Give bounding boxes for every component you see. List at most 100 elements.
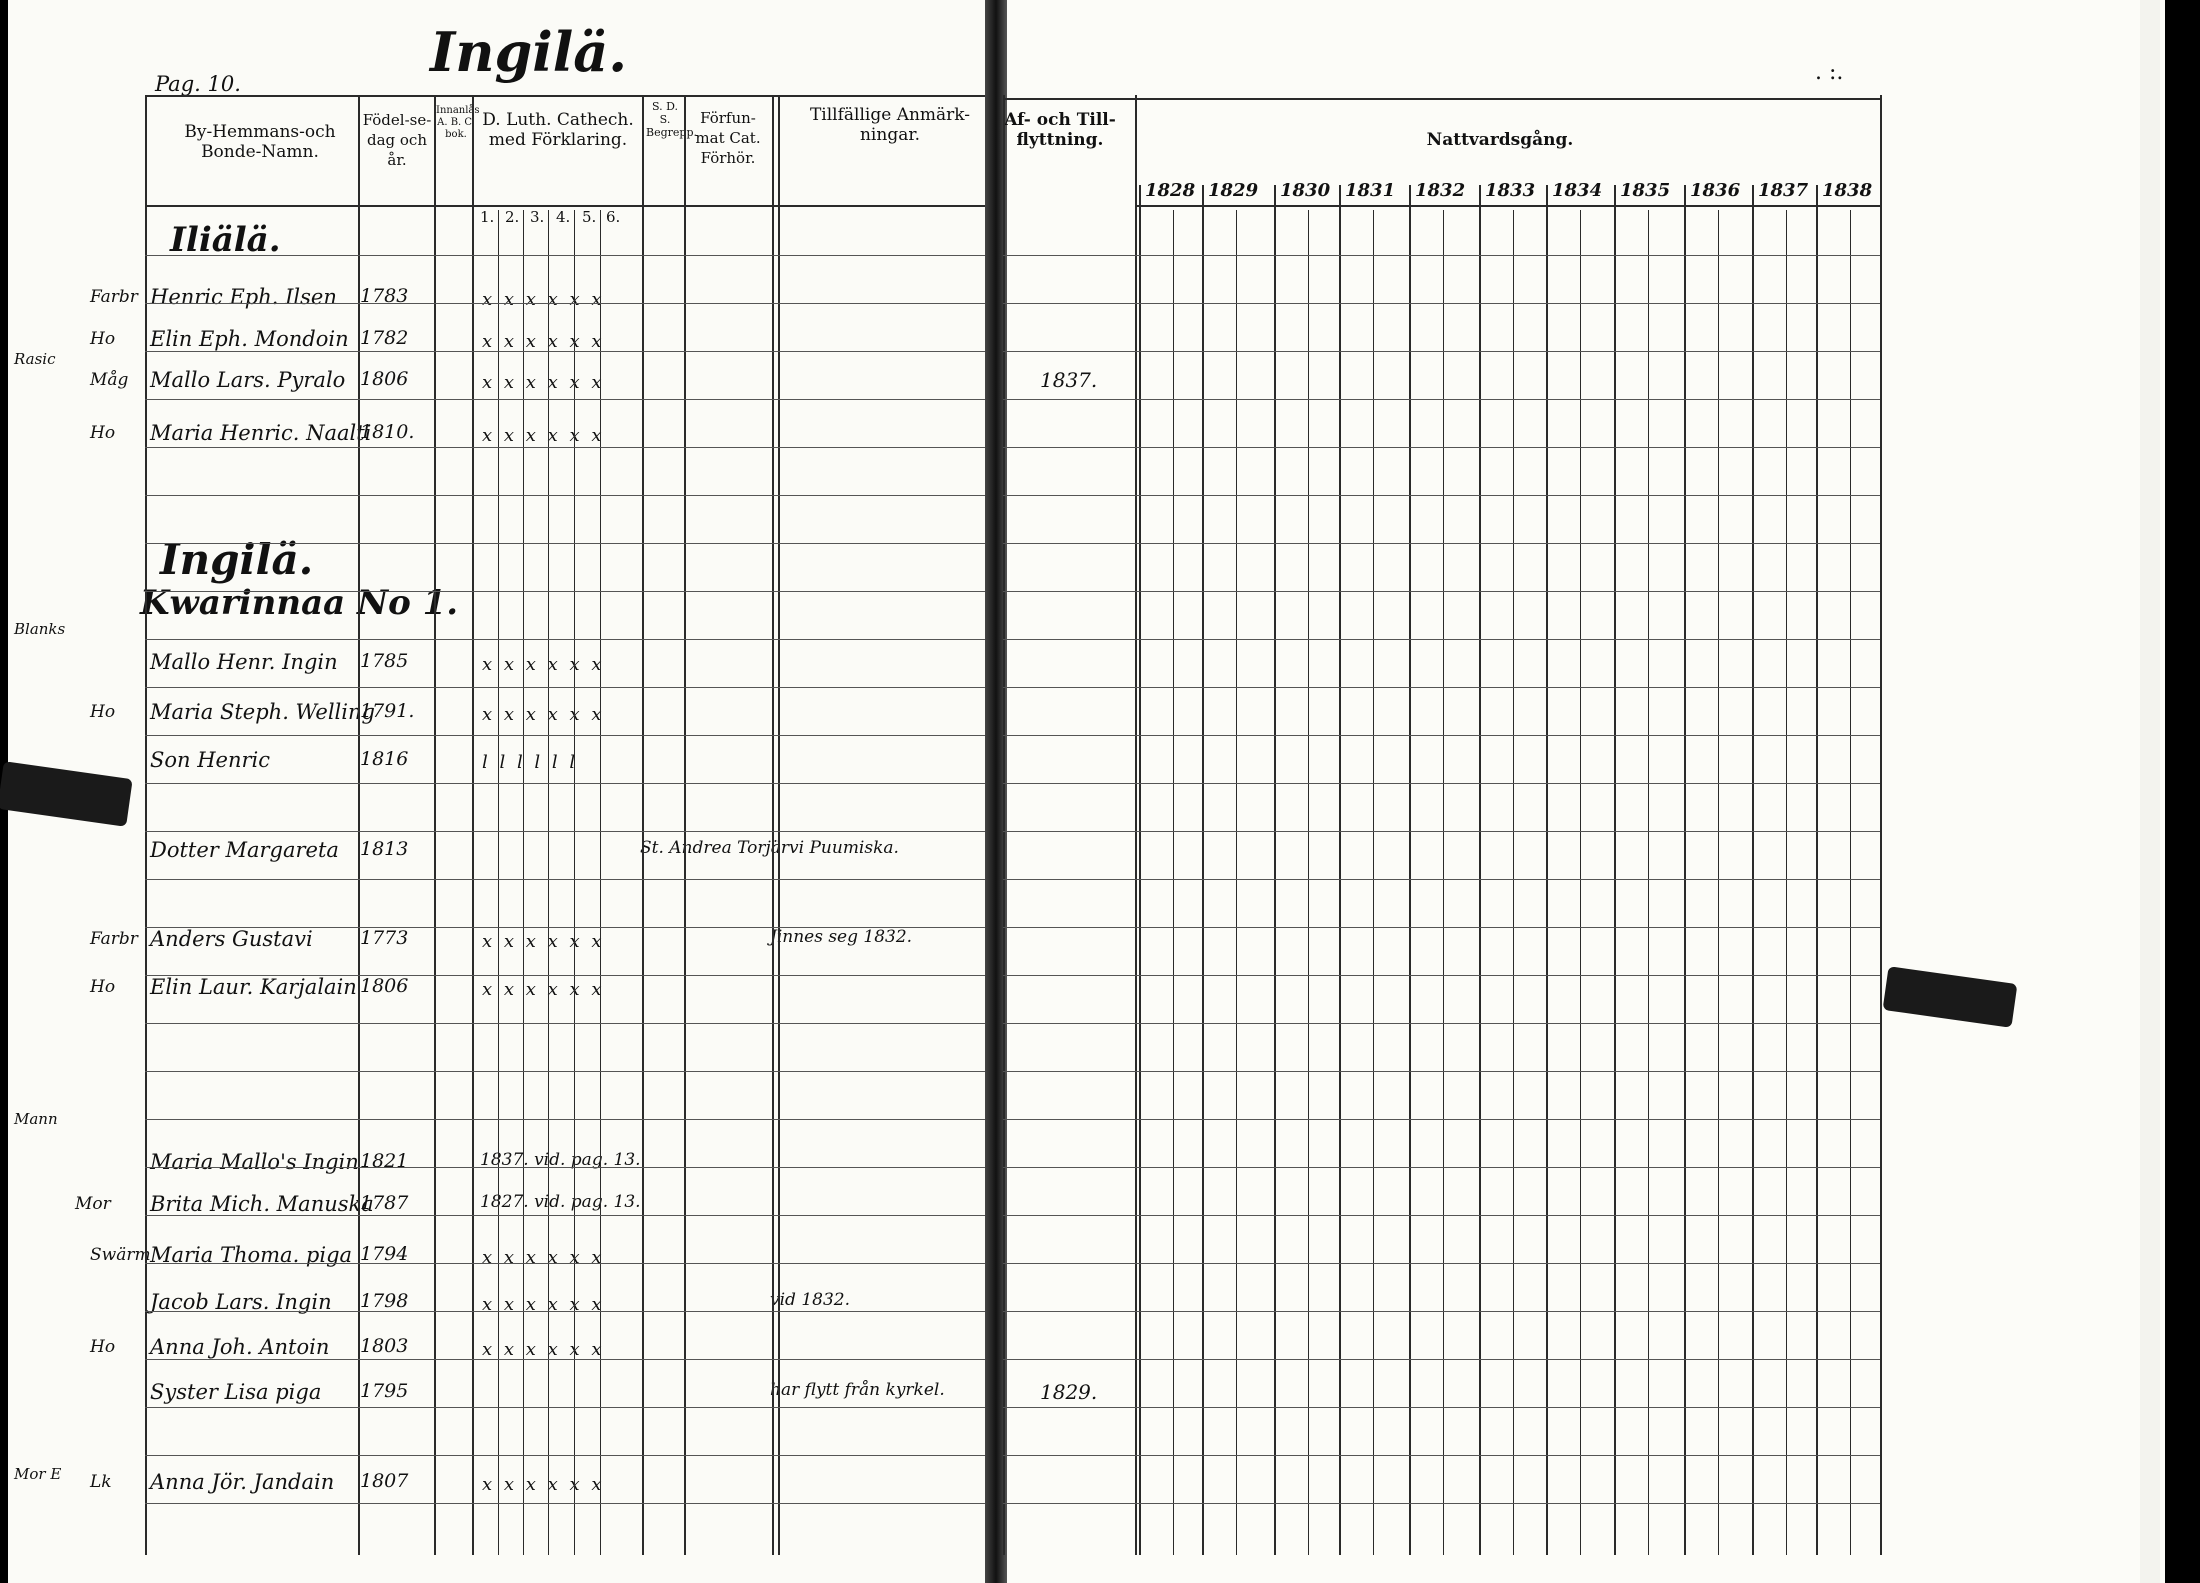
grid-hline-left [145,1359,985,1360]
year-header-1828: 1828 [1145,180,1196,201]
grid-hline-right [1003,1455,1880,1456]
row-note: vid 1832. [770,1290,850,1310]
row-catechism-marks: x x x x x x [482,654,602,675]
grid-hline-left [145,351,985,352]
luth-col-number: 2. [505,208,520,226]
grid-hline-right [1003,1023,1880,1024]
grid-hline-right [1003,303,1880,304]
row-margin-note: Ho [90,977,116,997]
grid-hline-right [1003,1311,1880,1312]
row-margin-note: Lk [90,1472,112,1492]
grid-hline-right [1003,1503,1880,1504]
grid-hline-right [1003,1215,1880,1216]
grid-hline-right [1003,591,1880,592]
grid-hline-right [1003,1071,1880,1072]
luth-col-number: 4. [556,208,571,226]
grid-hline-right [1003,495,1880,496]
row-name: Maria Henric. Naalti [150,421,372,445]
row-note: har flytt från kyrkel. [770,1380,945,1400]
grid-hline-left [145,303,985,304]
year-header-1834: 1834 [1552,180,1603,201]
grid-hline-left [145,591,985,592]
row-name: Elin Laur. Karjalain [150,975,357,999]
grid-vline-year-0 [1139,185,1141,1555]
luth-col-number: 5. [582,208,597,226]
row-catechism-marks: x x x x x x [482,979,602,1000]
grid-vline-year-mid-7 [1648,210,1649,1555]
grid-vline-luth-4 [600,210,601,1555]
grid-hline-right [1003,831,1880,832]
header-luth: D. Luth. Cathech. med Förklaring. [482,110,634,150]
grid-vline-year-mid-10 [1850,210,1851,1555]
header-forfun: Förfun-mat Cat. Förhör. [695,109,761,167]
grid-vline-luth-2 [548,210,549,1555]
grid-vline-left-1 [358,95,360,1555]
row-name: Son Henric [150,748,271,772]
grid-hline-left [145,1263,985,1264]
left-margin-note: Mann [14,1110,58,1128]
grid-vline-luth-1 [523,210,524,1555]
year-header-1837: 1837 [1758,180,1809,201]
grid-hline-left [145,1503,985,1504]
grid-top-left [145,95,985,97]
grid-vline-left-7 [778,95,780,1555]
grid-vline-left-4 [642,95,644,1555]
left-margin-note: Mor E [14,1465,62,1483]
row-margin-note: Mor [75,1194,111,1214]
luth-col-number: 6. [606,208,621,226]
grid-vline-year-mid-8 [1718,210,1719,1555]
grid-hline-left [145,1071,985,1072]
grid-hline-right [1003,1407,1880,1408]
grid-hline-left [145,735,985,736]
grid-hline-left [145,1215,985,1216]
row-born: 1803 [360,1335,409,1357]
grid-vline-year-mid-5 [1513,210,1514,1555]
row-catechism-marks: x x x x x x [482,931,602,952]
grid-hline-right [1003,879,1880,880]
grid-hline-left [145,1023,985,1024]
header-ab-bok: Innanlås A. B. C. bok. [436,105,480,140]
grid-hline-left [145,1119,985,1120]
header-tillfallige: Tillfällige Anmärk-ningar. [809,105,971,145]
grid-hline-left [145,255,985,256]
row-margin-note: Ho [90,329,116,349]
row-margin-note: Måg [90,370,129,390]
grid-hline-left [145,639,985,640]
grid-vline-year-mid-2 [1308,210,1309,1555]
row-margin-note: Swärm [90,1245,151,1265]
row-born: 1782 [360,327,409,349]
row-name: Syster Lisa piga [150,1380,322,1404]
grid-hline-right [1003,399,1880,400]
page-title: Ingilä. [430,20,628,84]
grid-vline-year-6 [1546,185,1548,1555]
row-note: St. Andrea Torjärvi Puumiska. [640,838,899,858]
header-by-hemmans: By-Hemmans-och Bonde-Namn. [184,122,336,162]
grid-hline-left [145,495,985,496]
row-born: 1785 [360,650,409,672]
grid-vline-right-end [1880,95,1882,1555]
grid-hline-right [1003,1167,1880,1168]
farm-heading: Kwarinnaa No 1. [140,583,459,623]
row-margin-note: Ho [90,1337,116,1357]
grid-vline-year-9 [1752,185,1754,1555]
book-spine [985,0,1007,1583]
header-fodel: Födel-se-dag och år. [362,111,432,169]
row-name: Anders Gustavi [150,927,313,951]
grid-vline-left-3 [472,95,474,1555]
row-catechism-marks: x x x x x x [482,372,602,393]
row-note: 1827. vid. pag. 13. [480,1192,641,1212]
grid-vline-year-mid-4 [1443,210,1444,1555]
row-born: 1806 [360,368,409,390]
grid-vline-year-mid-9 [1786,210,1787,1555]
grid-hline-left [145,447,985,448]
year-header-1838: 1838 [1822,180,1873,201]
year-header-1836: 1836 [1690,180,1741,201]
row-catechism-marks: x x x x x x [482,289,602,310]
grid-vline-left-6 [772,95,774,1555]
row-born: 1810. [360,421,415,443]
year-header-1835: 1835 [1620,180,1671,201]
grid-header-left [145,205,985,207]
row-note: Jinnes seg 1832. [770,927,913,947]
grid-vline-year-5 [1479,185,1481,1555]
grid-hline-left [145,1167,985,1168]
